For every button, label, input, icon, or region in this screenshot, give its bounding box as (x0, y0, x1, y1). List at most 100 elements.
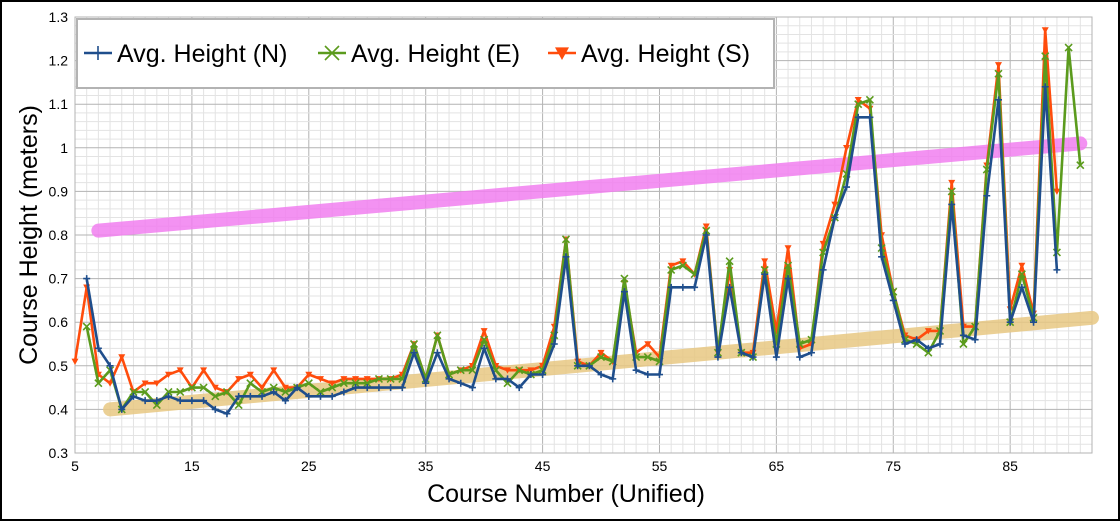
data-point (281, 397, 289, 405)
data-point (679, 258, 687, 265)
data-point (994, 62, 1002, 69)
data-point (620, 274, 629, 283)
data-point (352, 384, 360, 392)
data-point (585, 362, 593, 370)
data-point (609, 375, 617, 383)
data-point (737, 349, 745, 357)
data-point (386, 374, 395, 383)
y-tick-label: 0.7 (49, 271, 69, 287)
data-point (678, 261, 687, 270)
data-point (702, 226, 711, 235)
x-axis-title: Course Number (Unified) (427, 480, 705, 508)
data-point (305, 392, 313, 400)
data-point (118, 354, 126, 361)
data-point (211, 392, 220, 401)
series-0 (83, 83, 1061, 418)
data-point (153, 397, 161, 405)
data-point (352, 376, 360, 383)
data-point (199, 383, 208, 392)
data-point (165, 371, 173, 379)
data-point (363, 384, 371, 392)
data-point (679, 283, 687, 291)
data-point (83, 275, 91, 283)
data-point (889, 296, 897, 304)
data-point (1076, 161, 1085, 170)
data-point (644, 371, 652, 379)
data-point (1041, 27, 1049, 34)
x-tick-label: 85 (1002, 458, 1018, 474)
data-point (574, 362, 582, 370)
data-point (561, 235, 571, 244)
data-point (515, 384, 523, 392)
data-point (82, 322, 91, 331)
data-point (375, 384, 383, 392)
data-point (281, 387, 290, 397)
data-point (305, 371, 313, 379)
data-point (129, 387, 138, 397)
data-point (468, 384, 476, 392)
data-point (1053, 188, 1061, 195)
data-point (118, 405, 126, 413)
data-point (165, 392, 173, 400)
data-point (200, 367, 208, 374)
data-point (153, 380, 161, 387)
data-point (91, 46, 105, 60)
data-point (211, 384, 219, 392)
data-point (222, 387, 232, 397)
trend-line (91, 136, 1088, 238)
data-point (620, 288, 628, 296)
legend-label: Avg. Height (E) (351, 40, 520, 68)
data-point (504, 367, 512, 374)
data-point (316, 376, 324, 383)
data-point (761, 270, 769, 278)
data-point (924, 328, 932, 335)
data-point (410, 349, 418, 357)
y-axis-title: Course Height (meters) (15, 105, 43, 365)
data-point (819, 266, 827, 274)
data-point (854, 97, 862, 104)
data-point (129, 392, 137, 400)
data-point (433, 349, 441, 357)
data-point (433, 331, 442, 340)
data-point (328, 380, 336, 387)
data-point (1018, 262, 1026, 270)
data-point (258, 384, 266, 392)
data-point (596, 353, 606, 362)
data-point (456, 366, 465, 375)
data-point (176, 397, 184, 405)
data-point (947, 187, 956, 196)
x-tick-label: 75 (885, 458, 901, 474)
data-point (1041, 52, 1050, 61)
x-tick-label: 65 (769, 458, 785, 474)
data-point (293, 384, 301, 392)
data-point (702, 223, 710, 230)
data-point (725, 257, 734, 266)
data-point (527, 367, 535, 374)
data-point (363, 379, 372, 388)
data-point (749, 353, 757, 361)
legend: Avg. Height (N) Avg. Height (E) Avg. Heigh… (76, 18, 775, 89)
y-tick-label: 0.5 (49, 358, 69, 374)
data-point (211, 405, 219, 413)
data-point (831, 201, 839, 208)
data-point (878, 253, 886, 261)
data-point (468, 366, 477, 375)
data-point (340, 388, 348, 396)
legend-label: Avg. Height (S) (581, 40, 750, 68)
data-point (270, 367, 278, 374)
data-point (235, 392, 243, 400)
data-point (152, 400, 161, 410)
data-point (187, 383, 196, 392)
data-point (188, 397, 196, 405)
data-point (1030, 318, 1038, 326)
y-tick-label: 1.2 (49, 53, 69, 69)
data-point (269, 383, 278, 392)
data-point (328, 392, 336, 400)
data-point (94, 344, 102, 352)
data-point (504, 375, 512, 383)
data-point (445, 375, 453, 383)
legend-box (76, 18, 775, 89)
data-point (141, 397, 149, 405)
data-point (94, 379, 103, 388)
data-point (200, 397, 208, 405)
